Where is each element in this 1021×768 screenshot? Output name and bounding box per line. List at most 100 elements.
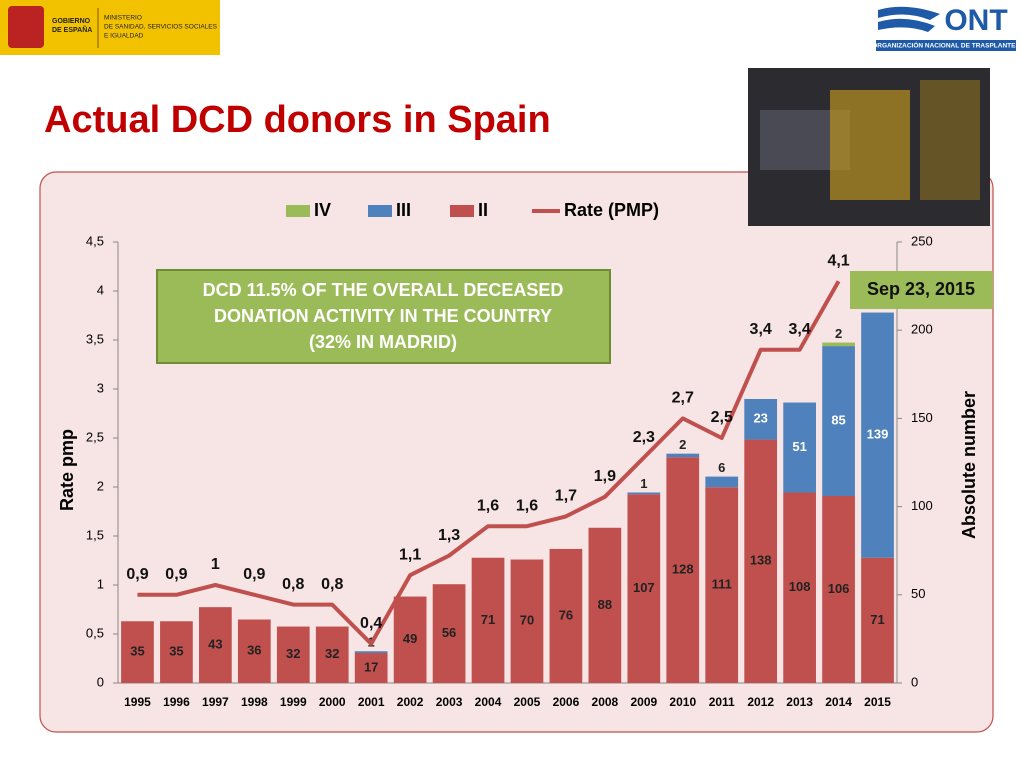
- y2-tick-label: 50: [911, 586, 925, 601]
- ont-name: ORGANIZACIÓN NACIONAL DE TRASPLANTES: [872, 41, 1020, 50]
- rate-label: 1,6: [516, 497, 538, 514]
- ministry-text: E IGUALDAD: [104, 33, 144, 40]
- x-tick-label: 2008: [592, 695, 619, 709]
- y-tick-label: 1: [97, 576, 104, 591]
- bar-label: 88: [598, 597, 612, 612]
- chart: 0 0,5 1 1,5 2 2,5 3 3,5 4 4,5 0 50 100 150 200 250 Rate …: [57, 200, 979, 709]
- annotation-text: DCD 11.5% OF THE OVERALL DECEASED: [203, 280, 564, 300]
- bar-label: 17: [364, 659, 378, 674]
- bar-label: 85: [831, 412, 845, 427]
- y2-tick-label: 150: [911, 410, 933, 425]
- bar-segment: [666, 457, 700, 683]
- bar-label: 56: [442, 625, 456, 640]
- bar-segment: [783, 492, 816, 683]
- rate-label: 1: [211, 556, 220, 573]
- bar-label: 139: [867, 427, 889, 442]
- y-tick-label: 1,5: [86, 527, 104, 542]
- bar-segment: [121, 621, 154, 683]
- rate-label: 3,4: [750, 321, 772, 338]
- bar-segment: [160, 621, 193, 683]
- gov-text: GOBIERNO: [52, 18, 91, 25]
- legend-label: III: [396, 200, 411, 220]
- y2-tick-label: 100: [911, 498, 933, 513]
- bar-segment: [705, 476, 739, 488]
- bar-segment: [627, 494, 661, 683]
- y-tick-label: 3,5: [86, 331, 104, 346]
- y2-tick-label: 250: [911, 233, 933, 248]
- photo-detail: [830, 90, 910, 200]
- bar-label: 111: [712, 577, 732, 592]
- rate-label: 0,8: [321, 576, 343, 593]
- x-tick-label: 1997: [202, 695, 229, 709]
- bar-segment: [744, 398, 778, 440]
- ont-swoosh: [878, 6, 940, 33]
- x-tick-label: 1996: [163, 695, 190, 709]
- slide-title: Actual DCD donors in Spain: [44, 99, 551, 141]
- rate-label: 2,3: [633, 429, 655, 446]
- y-tick-label: 2: [97, 478, 104, 493]
- bar-label: 108: [789, 579, 811, 594]
- x-tick-label: 1999: [280, 695, 307, 709]
- rate-label: 4,1: [827, 252, 849, 269]
- bar-segment: [588, 527, 622, 683]
- rate-label: 0,8: [282, 576, 304, 593]
- rate-label: 0,9: [243, 566, 265, 583]
- bar-segment: [315, 626, 349, 683]
- bar-segment: [510, 559, 544, 683]
- bar-label: 49: [403, 631, 417, 646]
- rate-label: 0,9: [126, 566, 148, 583]
- rate-label: 0,4: [360, 615, 382, 632]
- bar-segment: [354, 653, 388, 683]
- bar-segment: [237, 619, 271, 683]
- x-tick-label: 1995: [124, 695, 151, 709]
- bar-segment: [744, 439, 778, 683]
- bar-segment: [471, 557, 505, 683]
- ont-logo: ONT: [944, 4, 1007, 37]
- rate-label: 1,6: [477, 497, 499, 514]
- y-tick-label: 2,5: [86, 429, 104, 444]
- bar-label: 32: [325, 646, 339, 661]
- bar-segment: [393, 596, 427, 683]
- bar-label: 2: [679, 437, 686, 452]
- bar-label: 32: [286, 646, 300, 661]
- x-tick-label: 2006: [553, 695, 580, 709]
- bar-segment: [432, 584, 466, 683]
- y-axis-label: Rate pmp: [57, 429, 77, 511]
- ont-name-bg: [876, 40, 1016, 51]
- legend-label: II: [478, 200, 488, 220]
- x-tick-label: 2004: [475, 695, 502, 709]
- y-tick-label: 3: [97, 380, 104, 395]
- rate-label: 1,9: [594, 468, 616, 485]
- bar-segment: [354, 651, 388, 654]
- legend-swatch: [450, 205, 474, 217]
- bar-label: 6: [718, 460, 725, 475]
- bar-segment: [822, 496, 855, 683]
- date-note: Sep 23, 2015: [867, 279, 975, 299]
- x-tick-label: 2011: [709, 695, 735, 709]
- y2-tick-label: 0: [911, 674, 918, 689]
- x-tick-label: 2013: [786, 695, 813, 709]
- legend-label: IV: [314, 200, 331, 220]
- annotation-text: (32% IN MADRID): [309, 332, 457, 352]
- bar-segment: [666, 453, 700, 458]
- x-tick-label: 2001: [358, 695, 385, 709]
- coat-of-arms: [8, 6, 44, 48]
- rate-line: [137, 280, 841, 646]
- y2-tick-label: 200: [911, 322, 933, 337]
- bar-label: 36: [247, 643, 261, 658]
- bar-label: 106: [828, 581, 850, 596]
- bar-label: 71: [481, 612, 495, 627]
- ministry-text: DE SANIDAD, SERVICIOS SOCIALES: [104, 24, 218, 31]
- bar-segment: [627, 492, 661, 495]
- legend-swatch: [286, 205, 310, 217]
- ministry-text: MINISTERIO: [104, 15, 142, 22]
- bar-label: 71: [870, 612, 884, 627]
- gov-text: DE ESPAÑA: [52, 25, 92, 34]
- bar-label: 51: [792, 439, 806, 454]
- legend-label: Rate (PMP): [564, 200, 659, 220]
- rate-label: 2,7: [672, 390, 694, 407]
- bar-segment: [276, 626, 310, 683]
- y-tick-label: 0,5: [86, 625, 104, 640]
